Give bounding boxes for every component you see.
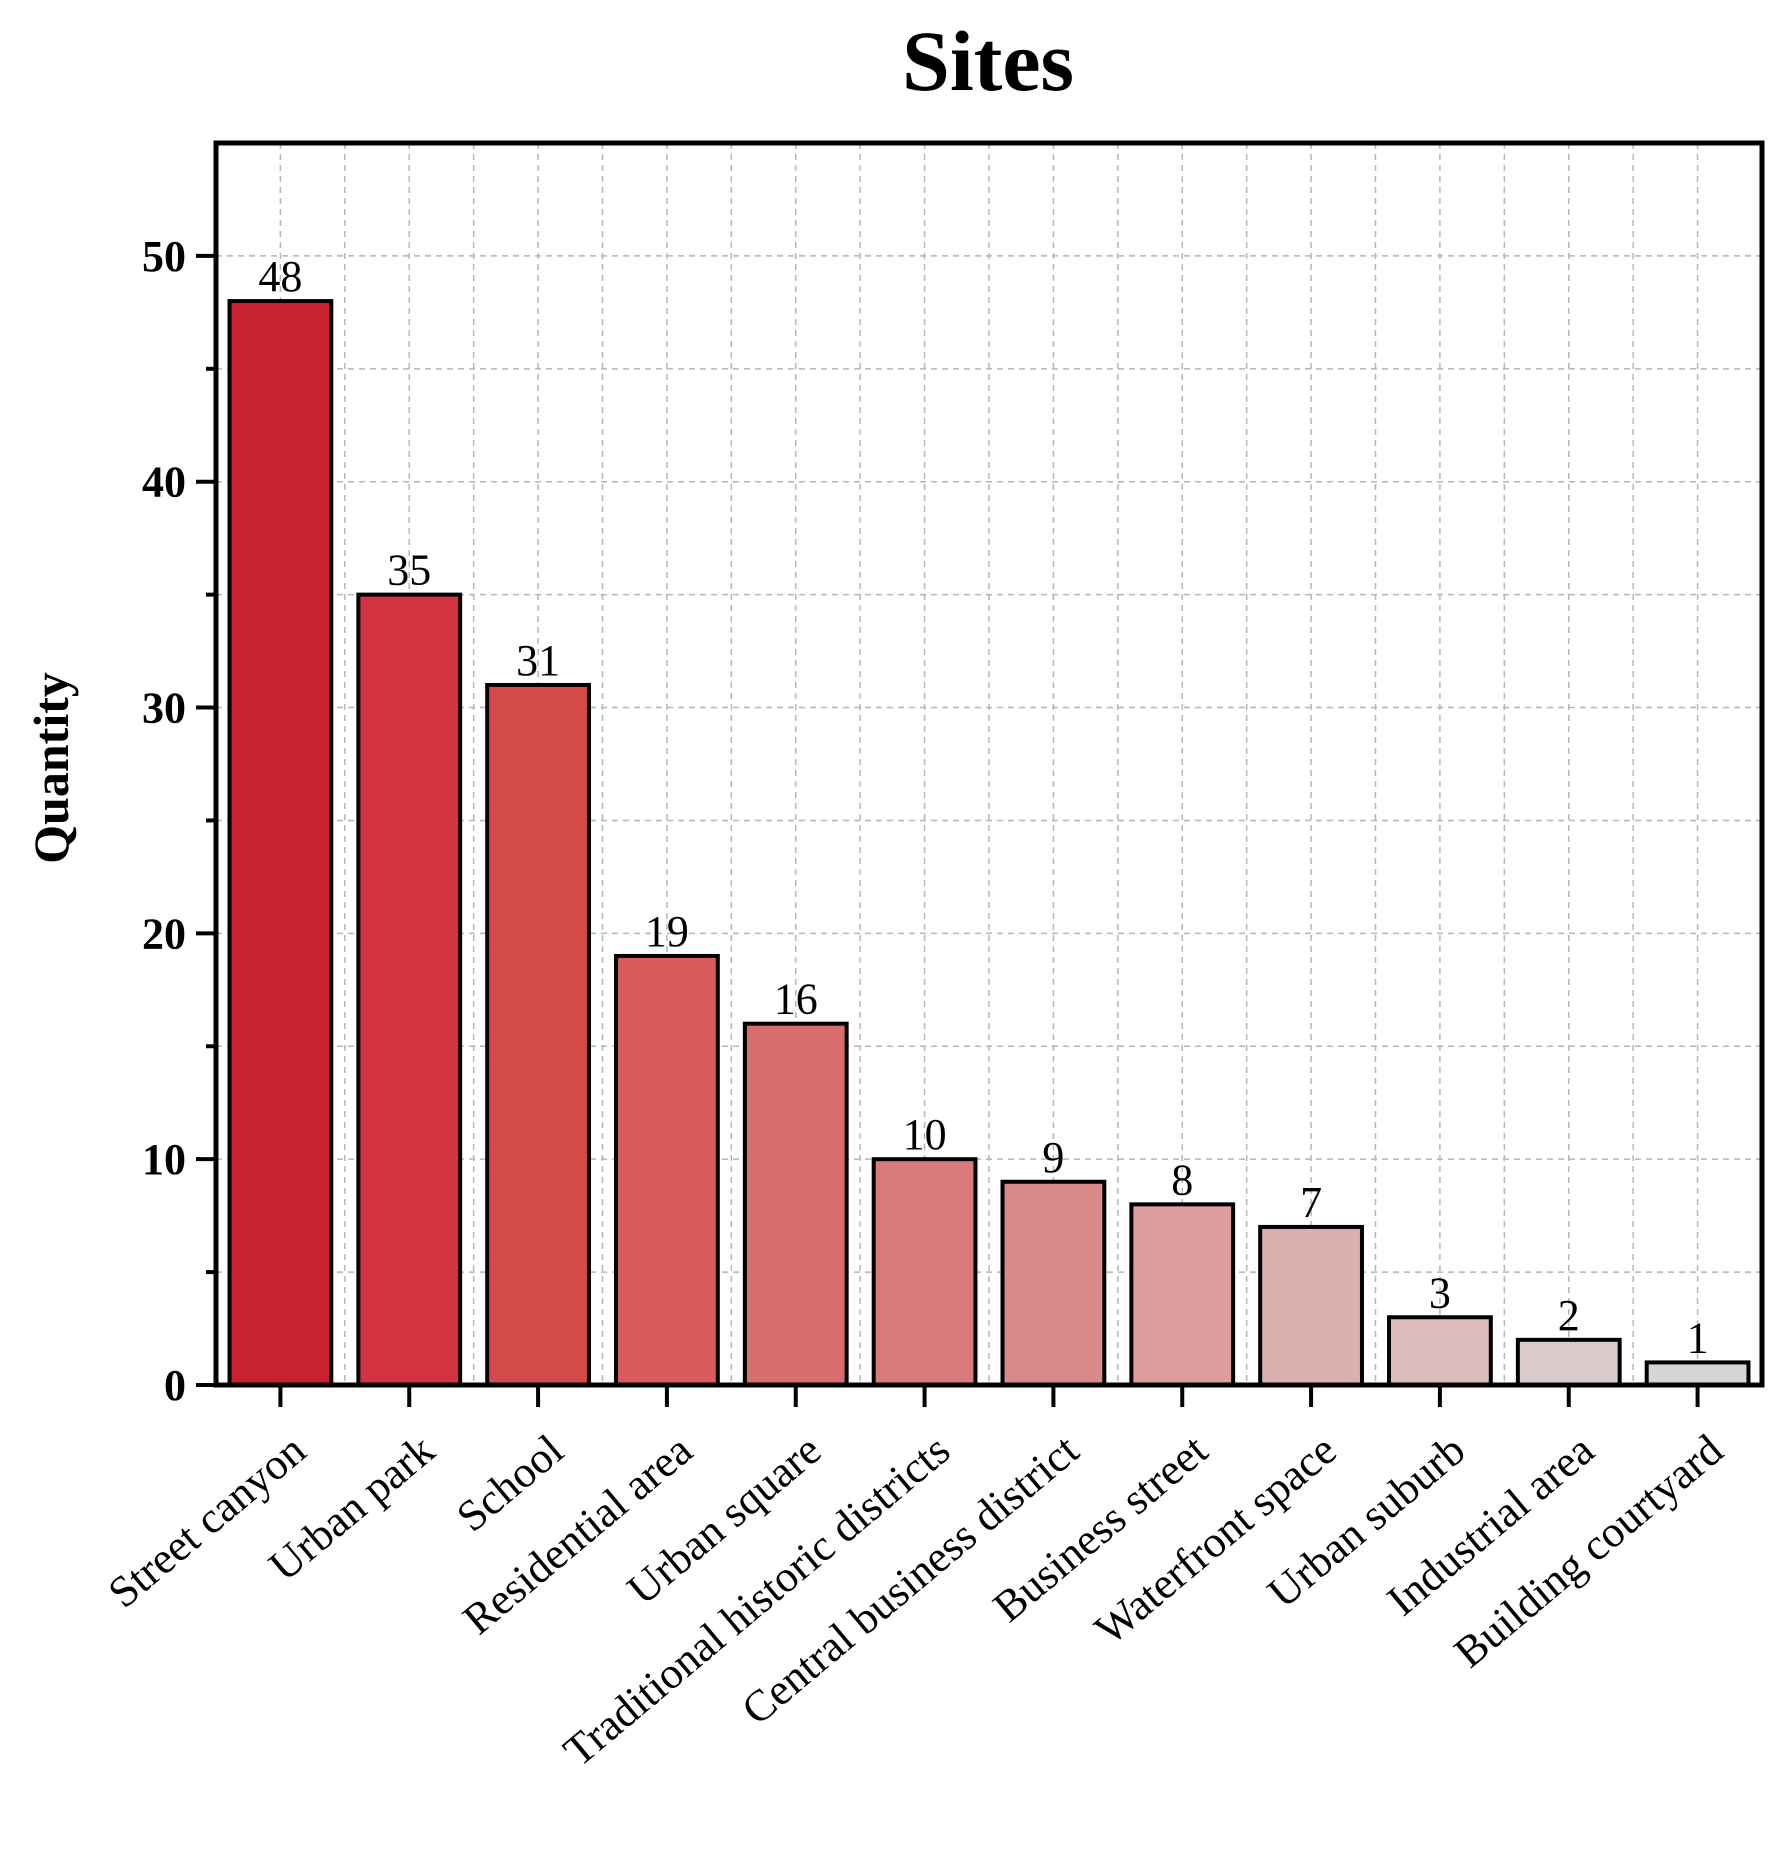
- bar: [871, 1157, 978, 1387]
- bar: [1515, 1337, 1622, 1387]
- chart-title: Sites: [902, 13, 1074, 109]
- data-label: 3: [1429, 1268, 1451, 1317]
- bar: [1258, 1224, 1364, 1387]
- data-label: 7: [1300, 1178, 1322, 1227]
- data-label: 9: [1042, 1133, 1064, 1182]
- bar: [227, 299, 334, 1387]
- data-label: 31: [516, 636, 560, 685]
- data-label: 48: [258, 252, 302, 301]
- bar: [1129, 1202, 1236, 1387]
- x-tick-label: Residential area: [454, 1425, 702, 1644]
- bar: [614, 953, 720, 1387]
- plot-frame: [213, 140, 1765, 1388]
- y-tick-label: 20: [142, 909, 186, 958]
- bar: [485, 682, 591, 1387]
- data-label: 19: [645, 907, 689, 956]
- data-label: 8: [1171, 1155, 1193, 1204]
- bar: [356, 592, 463, 1387]
- axes: [196, 140, 1765, 1407]
- x-tick-label: Street canyon: [99, 1425, 315, 1617]
- bar: [1000, 1179, 1107, 1388]
- y-tick-label: 0: [164, 1361, 186, 1410]
- data-label: 2: [1558, 1291, 1580, 1340]
- data-label: 35: [387, 546, 431, 595]
- y-tick-label: 30: [142, 684, 186, 733]
- y-tick-label: 40: [142, 458, 186, 507]
- y-axis-label: Quantity: [23, 672, 79, 864]
- data-label: 10: [903, 1110, 947, 1159]
- y-tick-label: 50: [142, 232, 186, 281]
- data-label: 16: [774, 975, 818, 1024]
- bar: [1387, 1315, 1493, 1387]
- bar: [1644, 1360, 1751, 1388]
- y-tick-label: 10: [142, 1135, 186, 1184]
- bar: [742, 1021, 849, 1387]
- bars: [227, 299, 1751, 1388]
- data-label: 1: [1687, 1313, 1709, 1362]
